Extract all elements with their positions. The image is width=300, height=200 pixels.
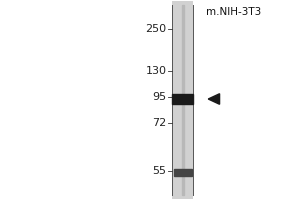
- Text: m.NIH-3T3: m.NIH-3T3: [206, 7, 261, 17]
- Bar: [172, 94, 193, 104]
- Bar: [182, 5, 184, 195]
- Text: 95: 95: [152, 92, 167, 102]
- Text: 250: 250: [145, 24, 166, 34]
- Polygon shape: [208, 94, 220, 104]
- Text: 55: 55: [152, 166, 167, 176]
- Bar: [174, 169, 192, 176]
- Text: 72: 72: [152, 118, 166, 128]
- Text: 130: 130: [146, 66, 167, 76]
